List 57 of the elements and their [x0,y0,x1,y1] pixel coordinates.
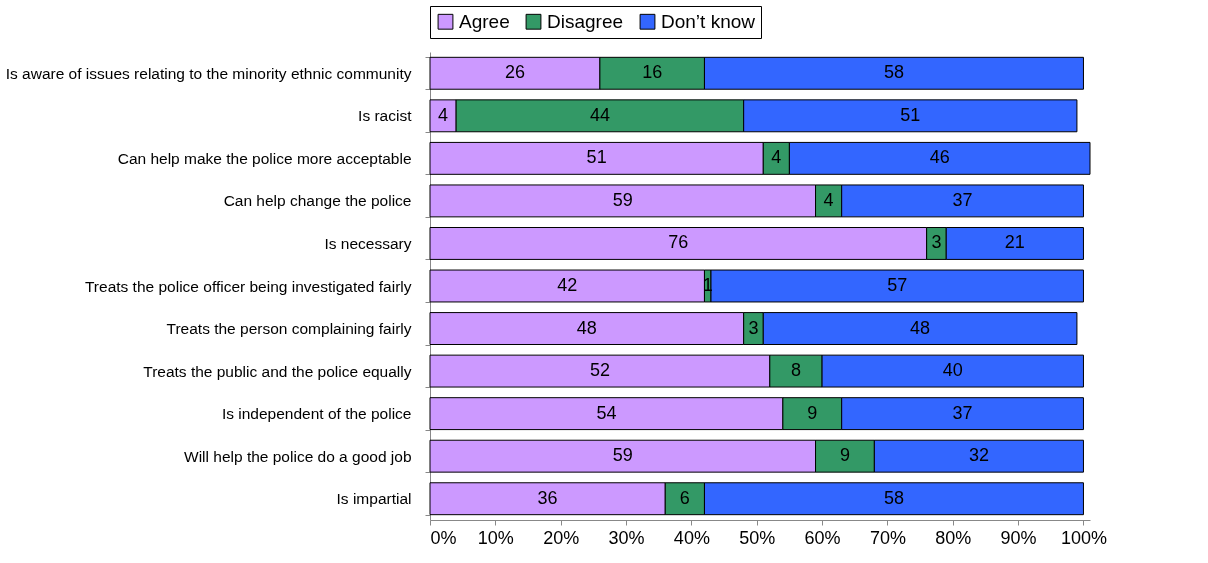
data-label: 51 [586,147,607,168]
data-label: 6 [679,487,690,508]
y-tick-label: Is independent of the police [221,405,412,423]
data-label: 9 [839,445,850,466]
y-tick-label: Will help the police do a good job [184,447,412,465]
data-label: 32 [968,445,989,466]
x-tick-label: 0% [430,527,457,548]
legend-label: Don’t know [661,10,756,32]
data-label: 3 [931,232,942,253]
x-tick-label: 100% [1060,527,1107,548]
data-label: 4 [438,104,449,125]
y-tick-label: Is aware of issues relating to the minority ethnic community [5,64,412,82]
data-label: 58 [883,62,904,83]
y-tick-label: Treats the person complaining fairly [166,320,412,338]
data-label: 21 [1004,232,1025,253]
x-tick-label: 80% [935,527,972,548]
y-tick-label: Is necessary [324,234,412,252]
x-tick-label: 10% [477,527,514,548]
data-label: 54 [596,402,617,423]
y-tick-label: Can help change the police [223,192,412,210]
data-label: 59 [612,445,633,466]
y-tick-label: Treats the police officer being investigated fairly [84,277,412,295]
legend-label: Agree [459,10,510,32]
y-tick-label: Can help make the police more acceptable [117,149,412,167]
data-label: 4 [771,147,782,168]
data-label: 16 [642,62,663,83]
y-tick-label: Is impartial [336,490,412,508]
data-label: 37 [952,402,973,423]
x-tick-label: 90% [1000,527,1037,548]
x-tick-label: 50% [739,527,776,548]
x-tick-label: 60% [804,527,841,548]
data-label: 26 [504,62,525,83]
data-label: 52 [589,360,610,381]
data-label: 42 [557,275,578,295]
data-label: 51 [900,104,921,125]
data-label: 48 [910,317,931,338]
data-label: 8 [790,360,801,381]
data-label: 46 [929,147,950,168]
x-tick-label: 30% [608,527,645,548]
data-label: 59 [612,189,633,210]
y-tick-label: Is racist [358,107,413,125]
data-label: 58 [883,487,904,508]
data-label: 4 [823,189,834,210]
data-label: 36 [537,487,558,508]
data-label: 37 [952,189,973,210]
data-label: 57 [887,275,908,295]
x-tick-label: 70% [869,527,906,548]
legend-label: Disagree [547,10,624,32]
x-tick-label: 20% [543,527,580,548]
data-label: 44 [589,104,610,125]
data-label: 3 [748,317,759,338]
data-label: 9 [807,402,818,423]
data-label: 48 [576,317,597,338]
x-tick-label: 40% [673,527,710,548]
y-tick-label: Treats the public and the police equally [143,362,412,380]
data-label: 76 [668,232,689,253]
data-label: 40 [942,360,963,381]
